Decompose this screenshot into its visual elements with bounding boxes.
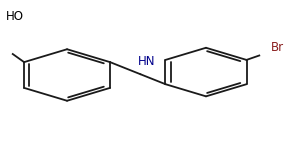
Text: HO: HO [6,10,24,23]
Text: Br: Br [271,41,284,54]
Text: HN: HN [138,54,155,68]
